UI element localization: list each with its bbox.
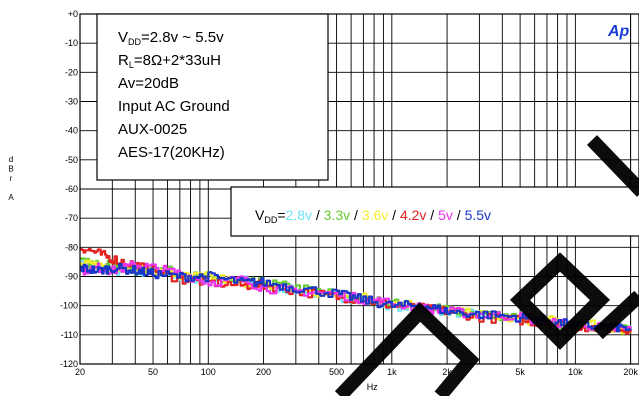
condition-line: Input AC Ground [118,98,230,115]
x-tick-label: 20k [623,367,638,377]
y-tick-labels: +0 -10 -20 -30 -40 -50 -60 -70 -80 -90 -100 -110 -12… [60,9,78,369]
condition-line: RL=8Ω+2*33uH [118,52,221,70]
y-label-letter: A [8,193,14,202]
x-tick-labels: 20 50 100 200 500 1k 2k 5k 10k 20k [75,367,638,377]
y-tick-label: -70 [65,213,78,223]
x-tick-label: 10k [568,367,583,377]
y-label-letter: B [8,165,13,174]
watermark-stroke [593,290,639,340]
y-tick-label: -30 [65,97,78,107]
condition-line: Av=20dB [118,75,179,92]
legend-box: VDD=2.8v / 3.3v / 3.6v / 4.2v / 5v / 5.5… [230,186,639,237]
y-label-letter: r [10,174,13,183]
x-axis-label: Hz [367,382,378,392]
x-tick-label: 200 [256,367,271,377]
legend-entry-3.6v: 3.6v [362,207,388,223]
brand-logo: Ap [607,23,630,40]
x-tick-label: 5k [515,367,525,377]
x-tick-label: 50 [148,367,158,377]
y-tick-label: -90 [65,272,78,282]
legend-entry-2.8v: 2.8v [286,207,312,223]
condition-line: VDD=2.8v ~ 5.5v [118,29,224,47]
y-tick-label: -120 [60,359,78,369]
x-tick-label: 500 [329,367,344,377]
x-tick-label: 100 [201,367,216,377]
x-tick-label: 2k [442,367,452,377]
watermark-stroke [586,135,639,197]
legend-entry-5.5v: 5.5v [465,207,491,223]
condition-line: AES-17(20KHz) [118,144,225,161]
y-axis-label: dBr A [8,155,14,202]
legend-entry-4.2v: 4.2v [400,207,426,223]
y-label-letter: d [9,155,13,164]
y-tick-label: -50 [65,155,78,165]
y-tick-label: -10 [65,38,78,48]
conditions-box: VDD=2.8v ~ 5.5v RL=8Ω+2*33uH Av=20dB Input … [96,13,329,181]
legend-entry-3.3v: 3.3v [324,207,350,223]
y-tick-label: -80 [65,242,78,252]
x-tick-label: 1k [387,367,397,377]
watermark-stroke [509,252,611,350]
y-tick-label: -40 [65,126,78,136]
y-tick-label: -110 [61,330,78,340]
y-tick-label: +0 [68,9,78,19]
y-tick-label: -20 [65,67,78,77]
x-tick-label: 20 [75,367,85,377]
watermark-stroke [334,302,480,396]
legend-entry-5v: 5v [438,207,453,223]
y-tick-label: -60 [65,184,78,194]
y-tick-label: -100 [60,301,78,311]
plot-frame [79,13,639,365]
condition-line: AUX-0025 [118,121,187,138]
legend: VDD=2.8v / 3.3v / 3.6v / 4.2v / 5v / 5.5… [255,207,491,225]
watermark [334,135,639,396]
